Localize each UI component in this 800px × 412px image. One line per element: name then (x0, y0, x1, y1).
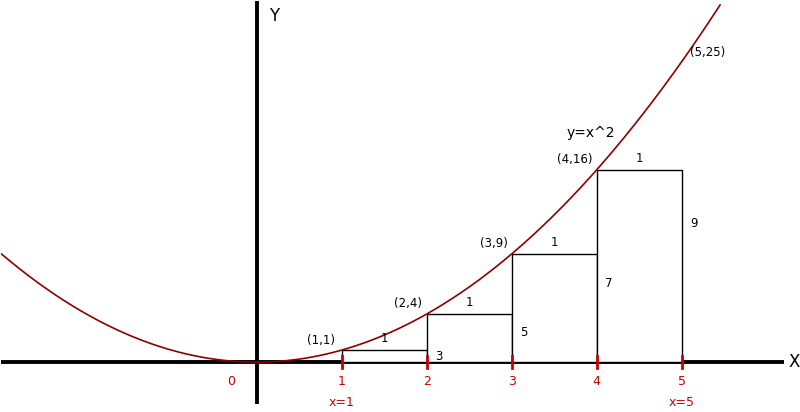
Text: 7: 7 (606, 278, 613, 290)
Bar (512, 254, 597, 362)
Text: 5: 5 (678, 375, 686, 389)
Text: 2: 2 (422, 375, 430, 389)
Text: 9: 9 (690, 218, 698, 230)
Bar (597, 170, 682, 362)
Text: (5,25): (5,25) (690, 46, 726, 59)
Text: 3: 3 (435, 350, 442, 363)
Bar (342, 350, 426, 362)
Text: (4,16): (4,16) (557, 153, 593, 166)
Text: 0: 0 (227, 375, 235, 389)
Text: y=x^2: y=x^2 (567, 126, 615, 140)
Text: X: X (788, 353, 799, 371)
Text: (2,4): (2,4) (394, 297, 422, 310)
Text: x=1: x=1 (329, 396, 354, 409)
Text: 1: 1 (550, 236, 558, 249)
Text: 1: 1 (635, 152, 643, 165)
Text: 4: 4 (593, 375, 601, 389)
Text: 1: 1 (466, 296, 473, 309)
Text: 1: 1 (380, 332, 388, 345)
Text: 1: 1 (338, 375, 346, 389)
Text: (1,1): (1,1) (306, 334, 334, 346)
Bar (426, 314, 512, 362)
Text: x=5: x=5 (669, 396, 695, 409)
Text: 5: 5 (520, 325, 527, 339)
Text: Y: Y (270, 7, 279, 26)
Text: 3: 3 (508, 375, 516, 389)
Text: (3,9): (3,9) (479, 237, 507, 250)
